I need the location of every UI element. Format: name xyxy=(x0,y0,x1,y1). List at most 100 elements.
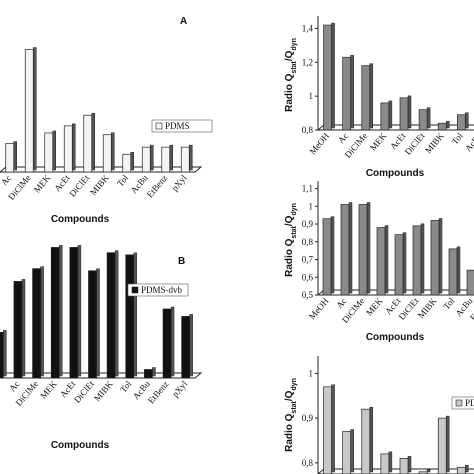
legend-box xyxy=(151,119,213,133)
x-tick-label: Tol xyxy=(118,378,134,394)
bar-side xyxy=(465,465,469,473)
bar-side xyxy=(402,232,407,294)
bar xyxy=(88,270,97,379)
bar-side xyxy=(33,47,37,171)
x-tick-label: Tol xyxy=(115,172,131,188)
bar xyxy=(106,252,116,379)
legend-label: PDMS-dvb xyxy=(141,285,183,295)
x-tick-label: Ac xyxy=(336,131,350,145)
x-tick-label: pXyl xyxy=(170,172,190,193)
x-tick-label: MIBK xyxy=(92,378,115,403)
bar xyxy=(358,204,368,296)
x-tick-label: MEK xyxy=(368,130,389,152)
bar xyxy=(342,431,352,474)
y-tick-label: 1,1 xyxy=(302,184,313,194)
bar-side xyxy=(456,246,461,294)
y-tick-label: 0,6 xyxy=(302,272,314,282)
bar xyxy=(456,466,466,474)
bar-side xyxy=(407,456,412,473)
bar-side xyxy=(96,268,100,377)
bar xyxy=(322,218,332,296)
x-tick-label: DiClEt xyxy=(72,378,96,404)
bar xyxy=(323,386,332,474)
bar xyxy=(32,268,41,379)
y-tick-label: 0,8 xyxy=(302,237,314,247)
panel-title: A xyxy=(180,16,187,27)
y-axis-label-part: dyn xyxy=(291,203,298,215)
bar xyxy=(5,143,15,173)
bar xyxy=(102,134,112,173)
bar xyxy=(24,49,34,173)
bar-side xyxy=(330,216,335,294)
bar xyxy=(380,102,390,131)
x-tick-label: Tol xyxy=(450,130,466,146)
x-tick-label: pXyl xyxy=(170,378,190,399)
x-tick-label: Ac xyxy=(7,379,21,393)
floor xyxy=(317,468,474,474)
bar xyxy=(376,227,386,296)
bar-side xyxy=(150,144,154,171)
bar-side xyxy=(331,22,335,129)
floor xyxy=(316,124,474,131)
bar xyxy=(0,332,4,379)
bar-side xyxy=(369,63,374,129)
bar-side xyxy=(420,223,425,294)
bar-side xyxy=(130,152,134,171)
bar-side xyxy=(426,469,431,473)
bar-side xyxy=(384,225,389,294)
bar xyxy=(63,125,73,173)
y-axis-label-part: Radio Q xyxy=(284,73,295,112)
bar-side xyxy=(111,132,115,171)
y-axis-label-part: stat xyxy=(291,225,298,238)
y-axis-label-part: Radio Q xyxy=(284,413,295,452)
bar xyxy=(83,114,93,173)
y-axis-label: Radio Qstat/Qdyn xyxy=(284,203,298,277)
bar-side xyxy=(169,144,173,171)
bar-side xyxy=(366,202,371,294)
bar xyxy=(162,308,172,379)
bar xyxy=(180,146,190,173)
bar xyxy=(144,369,153,379)
bar-side xyxy=(350,54,354,129)
bar xyxy=(323,24,332,131)
legend-label: PDMS xyxy=(165,121,190,131)
bar-side xyxy=(152,367,156,377)
bar-side xyxy=(438,218,443,294)
x-tick-label: EtBenz xyxy=(145,173,170,200)
bar-side xyxy=(407,95,412,129)
x-tick-label: Ac xyxy=(334,296,348,310)
legend-swatch xyxy=(131,286,139,294)
bar xyxy=(69,247,79,379)
bar-side xyxy=(133,252,138,377)
y-tick-label: 0,8 xyxy=(302,125,314,135)
x-tick-label: AcBu xyxy=(463,130,474,153)
x-axis-label: Compounds xyxy=(51,440,110,451)
y-tick-label: 1 xyxy=(309,368,314,378)
bar-side xyxy=(21,279,26,377)
bar-side xyxy=(350,429,354,473)
y-tick-label: 1 xyxy=(309,201,314,211)
y-tick-label: 0,7 xyxy=(302,255,314,265)
bar xyxy=(122,153,132,173)
y-tick-label: 0,9 xyxy=(302,413,314,423)
x-tick-label: MIBK xyxy=(423,130,446,155)
bar xyxy=(125,254,135,379)
y-axis-label-part: /Q xyxy=(284,215,295,226)
bar xyxy=(342,56,352,131)
bar-side xyxy=(348,202,353,294)
bar-side xyxy=(114,250,119,377)
y-tick-label: 1 xyxy=(309,91,314,101)
bar xyxy=(361,408,371,474)
y-axis-label-part: stat xyxy=(291,400,298,413)
x-tick-label: DiClEt xyxy=(67,172,91,198)
x-axis-label: Compounds xyxy=(366,332,425,343)
bar-side xyxy=(91,112,95,171)
bar-side xyxy=(426,107,431,129)
bar-side xyxy=(77,245,82,377)
bar-side xyxy=(445,415,450,473)
bar-side xyxy=(388,100,393,129)
x-tick-label: MIBK xyxy=(88,172,111,197)
x-tick-label: Tol xyxy=(441,295,457,311)
bar xyxy=(44,132,54,173)
